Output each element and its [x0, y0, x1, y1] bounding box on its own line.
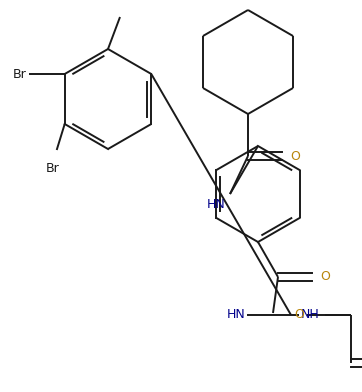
Text: Br: Br — [13, 67, 27, 80]
Text: O: O — [320, 270, 330, 283]
Text: O: O — [294, 309, 304, 321]
Text: HN: HN — [207, 198, 226, 211]
Text: O: O — [290, 149, 300, 163]
Text: NH: NH — [301, 309, 320, 321]
Text: Br: Br — [46, 162, 60, 175]
Text: HN: HN — [226, 309, 245, 321]
